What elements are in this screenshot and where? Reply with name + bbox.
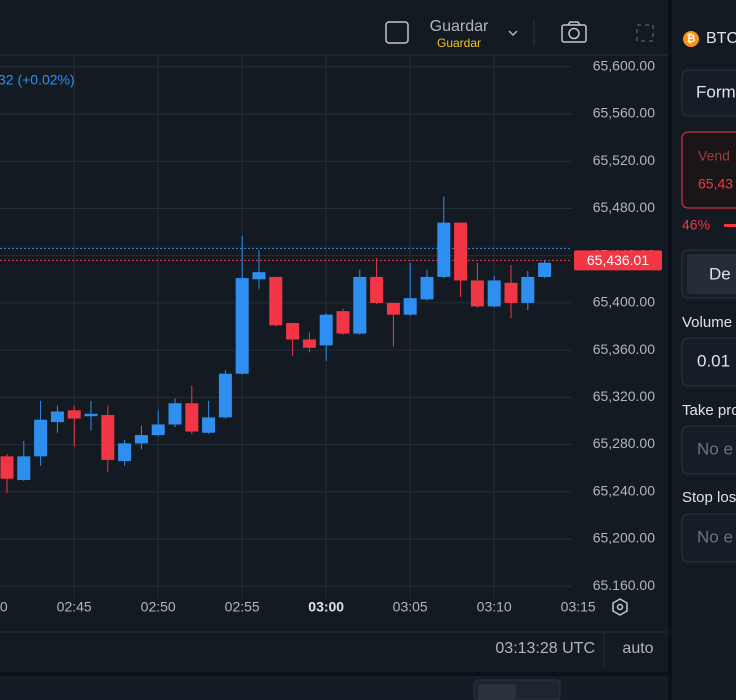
- take-profit-input[interactable]: [681, 425, 736, 475]
- save-dropdown[interactable]: [508, 30, 518, 37]
- candle-body: [336, 311, 350, 334]
- candle-body: [134, 435, 148, 444]
- sell-price[interactable]: 65,43: [698, 176, 733, 192]
- y-tick-label: 65,200.00: [593, 530, 655, 546]
- candle-body: [538, 262, 552, 277]
- x-tick-label: 02:45: [57, 599, 92, 615]
- y-tick-label: 65.160.00: [593, 577, 655, 593]
- candle-body: [286, 322, 300, 340]
- candle-body: [101, 415, 115, 460]
- x-tick-label: 02:55: [225, 599, 260, 615]
- symbol: BTC: [706, 30, 736, 47]
- candle-body: [34, 419, 48, 457]
- spread-bar: [724, 224, 736, 227]
- screenshot-icon[interactable]: [561, 21, 587, 43]
- x-tick-label: 02:50: [141, 599, 176, 615]
- order-type-select[interactable]: [681, 69, 736, 117]
- layout-icon[interactable]: [385, 21, 409, 44]
- volume-value[interactable]: 0.01: [697, 351, 730, 370]
- candle-body: [386, 302, 400, 315]
- y-tick-label: 65,560.00: [593, 105, 655, 121]
- candle-body: [420, 276, 434, 300]
- plot-area: 32 (+0.02%): [0, 55, 572, 598]
- candle-body: [84, 413, 98, 417]
- candle-body: [521, 276, 535, 303]
- save-button[interactable]: Guardar: [430, 18, 489, 35]
- candle-body: [17, 456, 31, 480]
- legend-change: 32 (+0.02%): [0, 72, 75, 88]
- stop-loss-input[interactable]: [681, 513, 736, 563]
- candle-body: [454, 222, 468, 281]
- volume-label: Volume: [682, 314, 732, 331]
- tab-active[interactable]: [687, 254, 736, 294]
- y-tick-label: 65,280.00: [593, 435, 655, 451]
- chart-panel: [0, 0, 668, 672]
- candle-body: [370, 276, 384, 303]
- candle-body: [67, 410, 81, 419]
- y-tick-label: 65,320.00: [593, 388, 655, 404]
- y-tick-label: 65,600.00: [593, 58, 655, 74]
- y-tick-label: 65,480.00: [593, 199, 655, 215]
- last-price-label: 65,436.01: [587, 252, 649, 268]
- y-tick-label: 65,240.00: [593, 482, 655, 498]
- bottom-tab-active[interactable]: [478, 684, 516, 700]
- candle-body: [151, 424, 165, 436]
- btc-icon: [683, 31, 699, 47]
- candle-body: [470, 280, 484, 307]
- candle-body: [487, 280, 501, 307]
- candle-body: [235, 278, 249, 374]
- stop-loss-label: Stop los: [682, 489, 736, 506]
- tab-label[interactable]: De: [709, 264, 731, 283]
- y-tick-label: 65,400.00: [593, 294, 655, 310]
- sell-button[interactable]: [681, 131, 736, 209]
- bottom-strip: [0, 676, 668, 700]
- x-tick-label: 02:40: [0, 599, 8, 615]
- candle-body: [50, 411, 64, 423]
- candle-body: [403, 298, 417, 315]
- candle-body: [218, 373, 232, 418]
- candle-body: [353, 276, 367, 334]
- fullscreen-icon[interactable]: [636, 24, 654, 42]
- last-price-box: [574, 250, 662, 271]
- btc-icon-glyph: ₿: [687, 33, 696, 45]
- candle-body: [252, 272, 266, 280]
- price-axis: 65.160.00 65,200.00 65,240.00 65,280.00 65,3…: [574, 58, 662, 593]
- candle-body: [504, 282, 518, 303]
- y-tick-label: 65,520.00: [593, 152, 655, 168]
- candle-body: [319, 314, 333, 346]
- candle-body: [437, 222, 451, 277]
- utc-clock: 03:13:28 UTC: [495, 640, 595, 657]
- take-profit-label: Take pro: [682, 402, 736, 419]
- sell-label[interactable]: Vend: [698, 148, 730, 164]
- candle-body: [302, 339, 316, 348]
- x-tick-label: 03:05: [393, 599, 428, 615]
- candle-body: [202, 417, 216, 433]
- candle-body: [0, 456, 14, 479]
- x-tick-label: 03:15: [561, 599, 596, 615]
- volume-input[interactable]: [681, 337, 736, 387]
- save-subtitle: Guardar: [437, 36, 481, 50]
- stop-loss-value[interactable]: No e: [697, 527, 733, 546]
- candle-body: [269, 276, 283, 326]
- take-profit-value[interactable]: No e: [697, 439, 733, 458]
- spread-percent: 46%: [682, 217, 710, 233]
- candle-body: [168, 403, 182, 425]
- candle-body: [118, 443, 132, 462]
- x-tick-label: 03:10: [477, 599, 512, 615]
- settings-icon[interactable]: [612, 598, 628, 616]
- auto-scale[interactable]: auto: [622, 640, 653, 657]
- x-tick-label: 03:00: [308, 599, 344, 615]
- order-type[interactable]: Form: [696, 82, 736, 101]
- y-tick-label: 65,360.00: [593, 341, 655, 357]
- candle-body: [185, 403, 199, 432]
